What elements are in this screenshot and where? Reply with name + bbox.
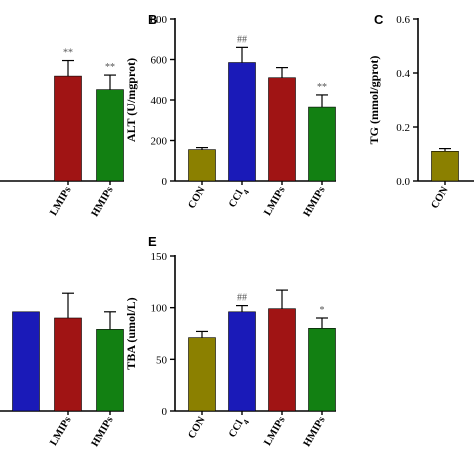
panel-letter: C	[374, 12, 384, 27]
y-tick-label: 50	[156, 354, 168, 366]
category-label: LMIPs	[262, 185, 287, 218]
significance-marker: **	[317, 82, 327, 93]
category-label: CON	[186, 415, 207, 441]
category-label: CON	[186, 185, 207, 211]
y-axis-label: TG (mmol/gprot)	[367, 56, 381, 145]
y-axis-label: ALT (U/mgprot)	[124, 58, 138, 142]
panel-letter: B	[148, 12, 157, 27]
bar-lmips	[268, 308, 296, 412]
y-tick-label: 0.2	[396, 122, 410, 134]
y-tick-label: 0.4	[396, 68, 410, 80]
significance-marker: ##	[237, 34, 247, 45]
y-tick-label: 100	[151, 303, 168, 315]
bar-ccl4	[228, 311, 256, 412]
bar-hmips	[308, 106, 336, 182]
subscript-4: 4	[241, 418, 251, 426]
y-tick-label: 200	[151, 136, 168, 148]
bar-con	[431, 151, 459, 182]
category-label: HMIPs	[90, 185, 116, 219]
significance-marker: ##	[237, 293, 247, 304]
subscript-4: 4	[241, 188, 251, 196]
category-label: CCl4	[227, 185, 251, 211]
category-label: HMIPs	[302, 185, 328, 219]
bar-lmips	[54, 75, 82, 182]
y-tick-label: 0	[162, 176, 168, 188]
category-label: LMIPs	[48, 185, 73, 218]
bar-hmips	[96, 89, 124, 182]
category-label: HMIPs	[90, 415, 116, 449]
category-label: LMIPs	[262, 415, 287, 448]
panel-letter: E	[148, 234, 157, 249]
y-tick-label: 0	[162, 406, 168, 418]
bar-ccl4	[12, 311, 40, 412]
category-label: LMIPs	[48, 415, 73, 448]
y-axis-label: TBA (umol/L)	[124, 297, 138, 369]
bar-ccl4	[228, 62, 256, 182]
y-tick-label: 0.0	[396, 176, 410, 188]
panel-b-chart: B ALT (U/mgprot) 0 200 400 600 800 CON ## CCl4 LMI…	[124, 12, 336, 219]
y-tick-label: 150	[151, 251, 168, 263]
bar-hmips	[96, 329, 124, 412]
y-tick-label: 600	[151, 55, 168, 67]
panel-d-chart: LMIPs HMIPs	[0, 292, 124, 449]
significance-marker: **	[105, 62, 115, 73]
category-label: HMIPs	[302, 415, 328, 449]
category-label: CON	[429, 185, 450, 211]
panel-a-chart: ** LMIPs ** HMIPs	[0, 48, 124, 219]
bar-con	[188, 337, 216, 412]
y-tick-label: 800	[151, 14, 168, 26]
panel-e-chart: E TBA (umol/L) 0 50 100 150 CON ## CCl4 LMIPs * HMI…	[124, 234, 336, 449]
panel-c-chart: CTG (mmol/gprot)0.00.20.40.6CONC	[367, 12, 474, 211]
y-tick-label: 0.6	[396, 14, 410, 26]
y-tick-label: 400	[151, 95, 168, 107]
significance-marker: **	[63, 48, 73, 59]
bar-con	[188, 149, 216, 182]
bar-lmips	[54, 317, 82, 412]
bar-hmips	[308, 328, 336, 412]
category-label: CCl4	[227, 415, 251, 441]
bar-lmips	[268, 77, 296, 182]
significance-marker: *	[320, 305, 325, 316]
